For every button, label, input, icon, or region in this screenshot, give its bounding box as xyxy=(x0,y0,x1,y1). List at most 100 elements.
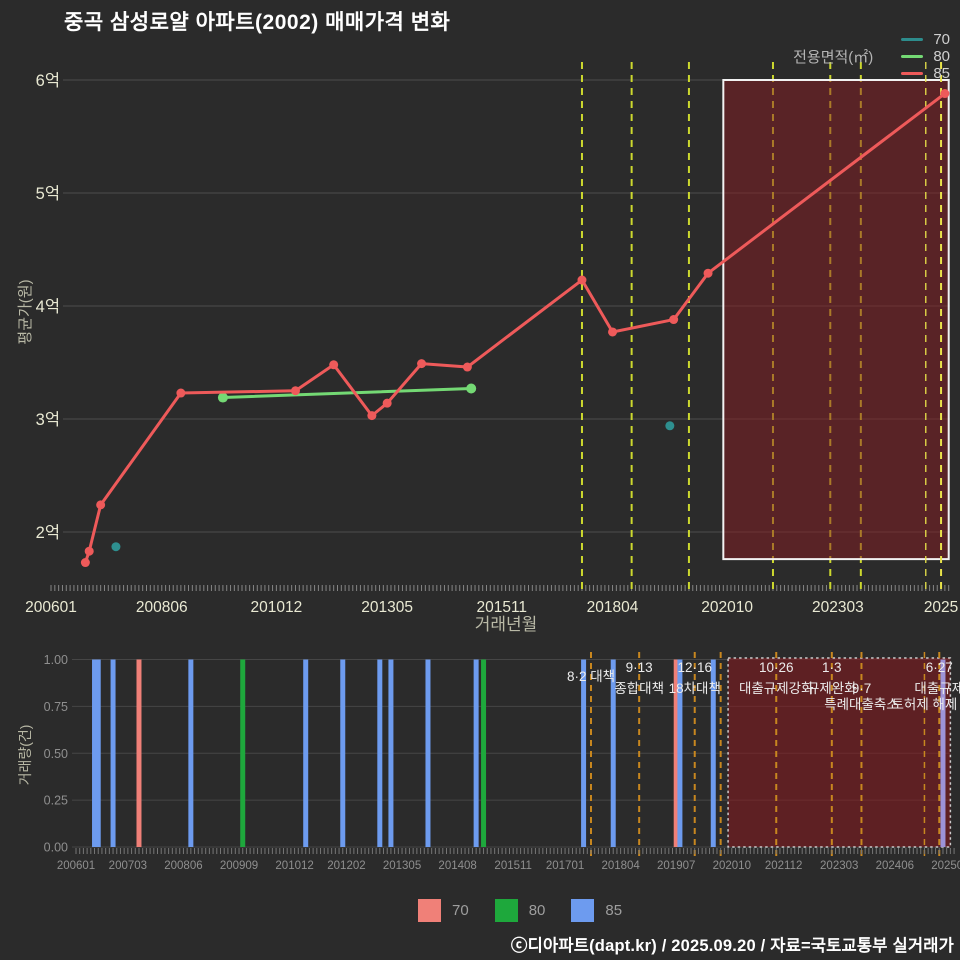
svg-text:거래년월: 거래년월 xyxy=(475,615,538,634)
volume-legend-swatch xyxy=(494,899,518,922)
volume-bar-85 xyxy=(92,659,98,847)
legend-items: 70 80 85 xyxy=(887,31,950,82)
volume-bar-85 xyxy=(95,659,101,847)
svg-text:0.50: 0.50 xyxy=(44,747,68,761)
volume-gridlines: 0.00 0.25 0.50 0.75 1.00 xyxy=(44,653,950,855)
svg-text:201511: 201511 xyxy=(476,599,527,616)
svg-text:200703: 200703 xyxy=(109,860,147,872)
price-x-minor-ticks xyxy=(50,585,950,591)
svg-text:201305: 201305 xyxy=(361,599,413,616)
svg-text:200909: 200909 xyxy=(220,860,258,872)
svg-text:201907: 201907 xyxy=(657,860,695,872)
legend-title: 전용면적(㎡) xyxy=(793,49,874,66)
area-legend: 전용면적(㎡) 70 80 85 xyxy=(793,31,950,82)
svg-text:200601: 200601 xyxy=(57,860,95,872)
svg-text:규제완화: 규제완화 xyxy=(807,681,857,696)
svg-text:201804: 201804 xyxy=(601,860,640,872)
legend-item-label: 70 xyxy=(933,31,950,48)
regulation-highlight-box xyxy=(722,79,950,561)
svg-text:200806: 200806 xyxy=(136,599,188,616)
svg-text:202010: 202010 xyxy=(701,599,753,616)
svg-text:200806: 200806 xyxy=(164,860,202,872)
svg-text:8·2 대책: 8·2 대책 xyxy=(567,669,615,684)
svg-text:4억: 4억 xyxy=(36,297,60,316)
svg-text:0.25: 0.25 xyxy=(44,794,68,808)
svg-text:202303: 202303 xyxy=(812,599,864,616)
legend-line-swatch xyxy=(901,72,924,75)
legend-line-swatch xyxy=(901,38,924,41)
svg-text:202112: 202112 xyxy=(765,860,803,872)
svg-text:201202: 201202 xyxy=(327,860,365,872)
volume-legend-label: 80 xyxy=(528,902,546,919)
page-title: 중곡 삼성로얄 아파트(2002) 매매가격 변화 xyxy=(64,11,451,34)
volume-bar-85 xyxy=(388,659,394,847)
svg-text:평균가(원): 평균가(원) xyxy=(17,279,34,344)
svg-text:201012: 201012 xyxy=(251,599,303,616)
volume-bar-85 xyxy=(188,659,194,847)
volume-legend-label: 85 xyxy=(605,902,623,919)
svg-text:6억: 6억 xyxy=(36,71,60,90)
svg-text:종합대책: 종합대책 xyxy=(614,681,664,696)
price-event-lines-bright xyxy=(925,62,943,592)
legend-item-70[interactable]: 70 xyxy=(901,31,950,48)
legend-item-label: 85 xyxy=(933,65,950,82)
svg-text:202303: 202303 xyxy=(820,860,858,872)
svg-text:12·16: 12·16 xyxy=(677,660,712,675)
svg-text:2025: 2025 xyxy=(924,599,958,616)
volume-legend-item-70[interactable]: 70 xyxy=(418,899,469,922)
svg-text:202509: 202509 xyxy=(931,860,960,872)
volume-bar-85 xyxy=(940,659,946,847)
volume-event-lines xyxy=(589,652,941,856)
svg-text:대출규제강화: 대출규제강화 xyxy=(739,681,814,696)
svg-text:토허제 해제: 토허제 해제 xyxy=(892,697,958,712)
svg-text:202406: 202406 xyxy=(876,860,914,872)
svg-text:18차대책: 18차대책 xyxy=(669,681,721,696)
svg-text:201305: 201305 xyxy=(383,860,421,872)
volume-bar-85 xyxy=(340,659,346,847)
volume-x-minor-ticks xyxy=(75,848,955,854)
svg-text:5억: 5억 xyxy=(36,184,60,203)
svg-text:0.75: 0.75 xyxy=(44,700,68,714)
svg-text:특례대출축소: 특례대출축소 xyxy=(824,697,899,712)
policy-annotations: 8·2 대책 9·13 종합대책 12·16 18차대책 10·26 대출규제강화 1·3 규제… xyxy=(567,660,960,712)
svg-text:202010: 202010 xyxy=(713,860,751,872)
volume-bar-85 xyxy=(677,659,683,847)
svg-text:3억: 3억 xyxy=(36,410,60,429)
volume-bar-85 xyxy=(710,659,716,847)
volume-legend-swatch xyxy=(571,899,595,922)
volume-bar-80 xyxy=(240,659,246,847)
svg-text:거래량(건): 거래량(건) xyxy=(17,725,33,786)
volume-bar-85 xyxy=(610,659,616,847)
volume-bar-85 xyxy=(377,659,383,847)
svg-text:201012: 201012 xyxy=(275,860,313,872)
svg-text:201511: 201511 xyxy=(494,860,532,872)
volume-legend-item-85[interactable]: 85 xyxy=(571,899,622,922)
volume-bar-70 xyxy=(673,659,679,847)
svg-text:9·13: 9·13 xyxy=(626,660,653,675)
svg-text:201804: 201804 xyxy=(587,599,639,616)
svg-text:201408: 201408 xyxy=(438,860,476,872)
svg-text:1.00: 1.00 xyxy=(44,653,68,667)
volume-bar-70 xyxy=(136,659,142,847)
legend-item-80[interactable]: 80 xyxy=(901,48,950,65)
volume-highlight-box xyxy=(727,657,952,848)
legend-item-85[interactable]: 85 xyxy=(901,65,950,82)
svg-text:2억: 2억 xyxy=(36,523,60,542)
price-series-85 xyxy=(80,89,950,568)
svg-text:10·26: 10·26 xyxy=(759,660,794,675)
volume-legend: 70 80 85 xyxy=(418,899,648,922)
source-credit: ⓒ디아파트(dapt.kr) / 2025.09.20 / 자료=국토교통부 실… xyxy=(510,937,954,955)
volume-bar-85 xyxy=(110,659,116,847)
price-series-70 xyxy=(111,421,675,552)
legend-item-label: 80 xyxy=(933,48,950,65)
svg-text:200601: 200601 xyxy=(25,599,77,616)
volume-bars xyxy=(92,659,946,847)
svg-text:9·7: 9·7 xyxy=(852,681,872,696)
volume-legend-label: 70 xyxy=(452,902,469,919)
svg-text:0.00: 0.00 xyxy=(44,841,68,855)
legend-line-swatch xyxy=(901,55,924,58)
volume-legend-swatch xyxy=(418,899,441,922)
volume-legend-item-80[interactable]: 80 xyxy=(494,899,546,922)
